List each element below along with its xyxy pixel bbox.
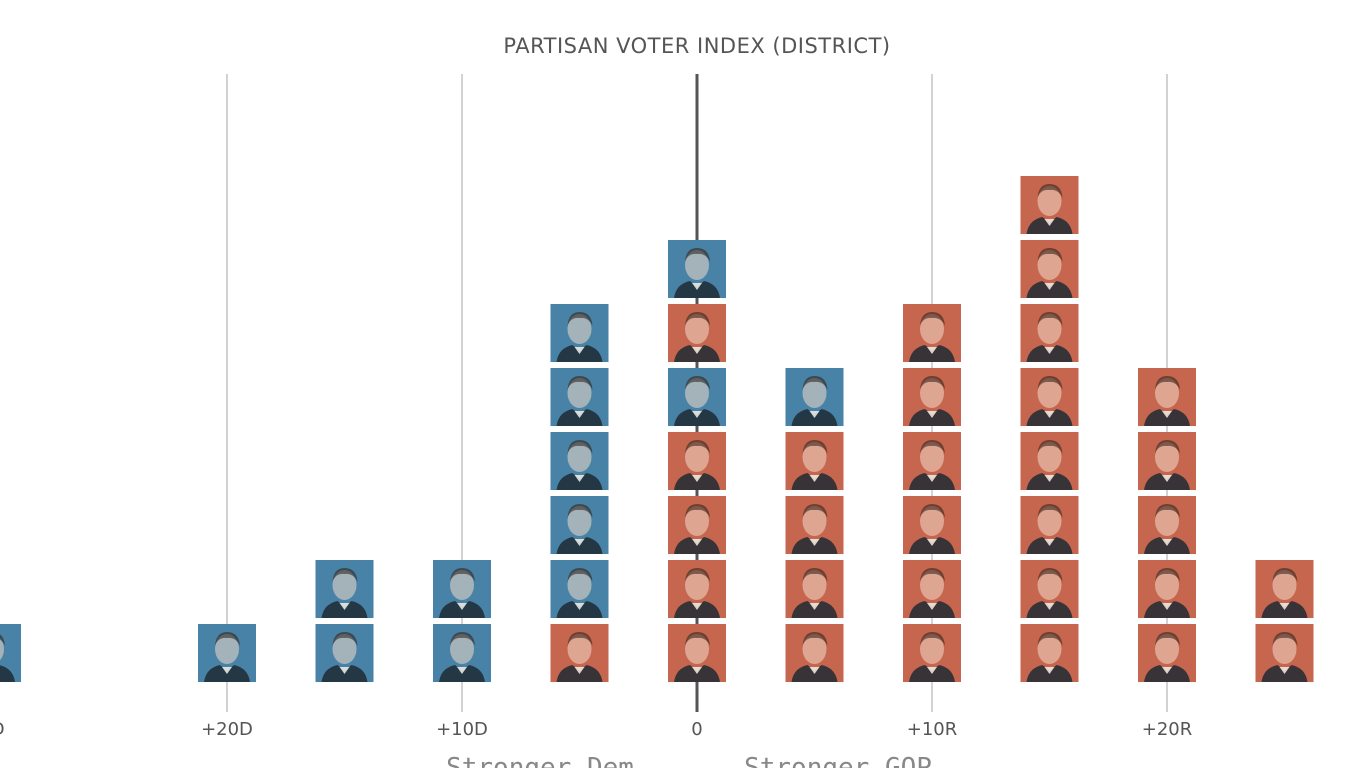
member-photo-republican [1255, 624, 1314, 682]
member-photo-democrat [315, 624, 374, 682]
member-photo-republican [668, 432, 726, 490]
chart-title: PARTISAN VOTER INDEX (DISTRICT) [503, 34, 890, 58]
member-photo-republican [1020, 432, 1079, 490]
member-photo-republican [668, 624, 726, 682]
x-axis-ticks: 0D +20D +10D 0 +10R +20R [0, 719, 1192, 740]
x-tick-label: +20R [1142, 719, 1193, 740]
member-photo-republican [1255, 560, 1314, 618]
member-photo-republican [903, 368, 961, 426]
member-photo-democrat [785, 368, 844, 426]
direction-label-dem: Stronger Dem [446, 753, 634, 768]
member-photo-democrat [433, 560, 491, 618]
member-photo-democrat [0, 624, 21, 682]
member-photo-democrat [668, 368, 726, 426]
member-photo-republican [550, 624, 609, 682]
member-photo-republican [668, 560, 726, 618]
member-photo-democrat [315, 560, 374, 618]
x-tick-label: +10R [907, 719, 958, 740]
member-photo-republican [785, 496, 844, 554]
member-photo-republican [1138, 624, 1196, 682]
member-photos [0, 176, 1314, 682]
member-photo-republican [1138, 560, 1196, 618]
member-photo-democrat [550, 368, 609, 426]
member-photo-republican [1020, 560, 1079, 618]
member-photo-republican [1020, 176, 1079, 234]
member-photo-republican [1020, 368, 1079, 426]
member-photo-republican [1020, 240, 1079, 298]
member-photo-democrat [198, 624, 256, 682]
member-photo-democrat [550, 560, 609, 618]
member-photo-republican [1020, 496, 1079, 554]
member-photo-republican [785, 624, 844, 682]
member-photo-republican [1138, 432, 1196, 490]
member-photo-republican [903, 560, 961, 618]
x-tick-label: +10D [436, 719, 488, 740]
member-photo-republican [903, 496, 961, 554]
member-photo-democrat [668, 240, 726, 298]
member-photo-republican [1020, 304, 1079, 362]
x-tick-label: 0 [691, 719, 702, 740]
member-photo-republican [1138, 496, 1196, 554]
member-photo-republican [785, 560, 844, 618]
member-photo-republican [785, 432, 844, 490]
member-photo-democrat [550, 496, 609, 554]
member-photo-republican [903, 304, 961, 362]
member-photo-republican [903, 624, 961, 682]
direction-label-gop: Stronger GOP [744, 753, 932, 768]
member-photo-republican [1020, 624, 1079, 682]
member-photo-democrat [550, 304, 609, 362]
member-photo-republican [668, 304, 726, 362]
member-photo-democrat [550, 432, 609, 490]
x-tick-label: 0D [0, 719, 5, 740]
member-photo-democrat [433, 624, 491, 682]
member-photo-republican [1138, 368, 1196, 426]
member-photo-republican [668, 496, 726, 554]
x-tick-label: +20D [201, 719, 253, 740]
member-photo-republican [903, 432, 961, 490]
